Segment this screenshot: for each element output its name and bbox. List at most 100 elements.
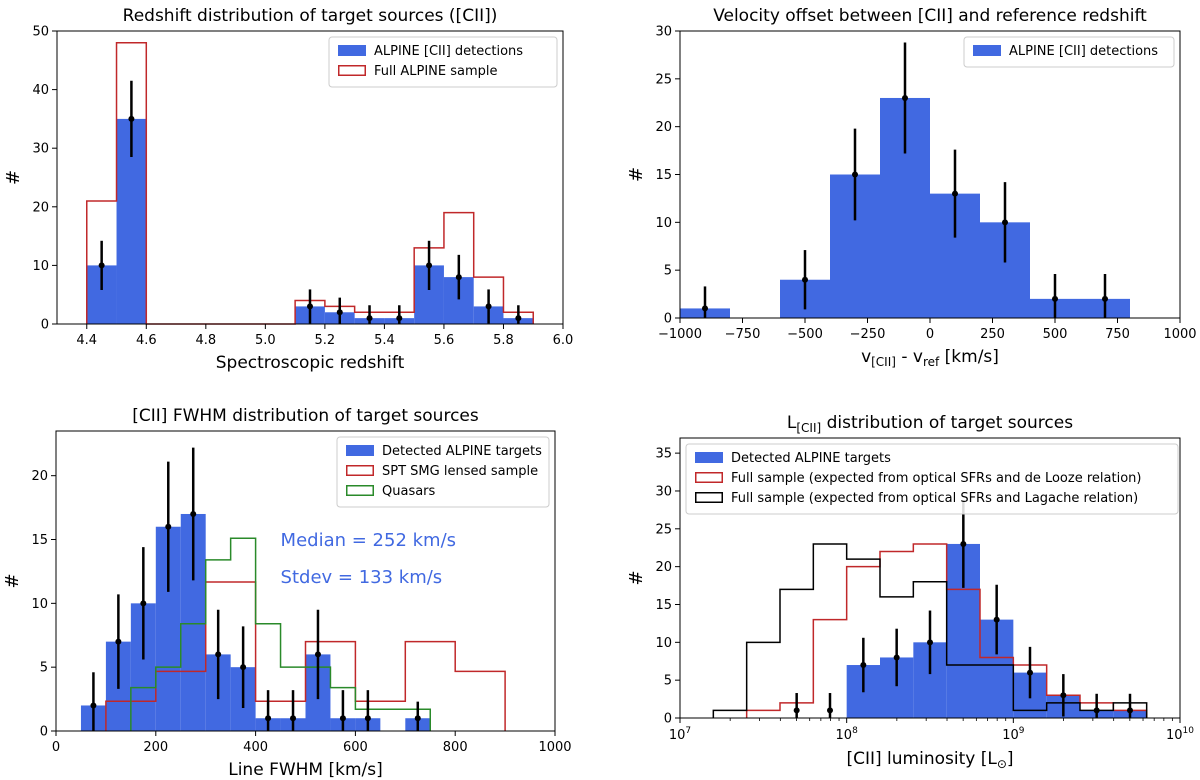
- y-tick-label: 30: [32, 142, 49, 157]
- legend-swatch: [338, 65, 366, 76]
- x-tick-label: 800: [443, 740, 468, 755]
- x-tick-label: 600: [343, 740, 368, 755]
- chart-title: Velocity offset between [CII] and refere…: [713, 6, 1147, 26]
- data-point: [336, 309, 343, 316]
- x-tick-label: 4.4: [76, 333, 97, 348]
- y-tick-label: 15: [655, 598, 672, 613]
- panel-luminosity: 107 108 109 1010 0 5 10 15 20 25 30 35 L[CII] distri…: [626, 413, 1194, 771]
- data-point: [190, 510, 197, 517]
- x-tick-label: 1010: [1166, 726, 1194, 743]
- data-point: [128, 115, 135, 122]
- data-point: [952, 190, 958, 197]
- data-point: [307, 303, 313, 310]
- legend: Detected ALPINE targets SPT SMG lensed sa…: [336, 436, 550, 508]
- y-tick-label: 0: [40, 725, 48, 740]
- legend-label: SPT SMG lensed sample: [382, 464, 538, 479]
- data-point: [1093, 707, 1100, 714]
- axes-frame: [55, 430, 556, 732]
- data-point: [960, 540, 967, 547]
- y-tick-label: 20: [655, 560, 672, 575]
- y-tick-label: 5: [664, 264, 672, 279]
- legend-frame: [963, 36, 1175, 68]
- y-tick-label: 15: [31, 533, 48, 548]
- annotation-median: Median = 252 km/s: [281, 530, 456, 551]
- x-tick-label: 4.6: [136, 333, 157, 348]
- legend-swatch: [695, 492, 723, 503]
- legend-label: Full ALPINE sample: [374, 64, 498, 79]
- legend-swatch: [695, 452, 723, 463]
- legend: Detected ALPINE targets Full sample (expe…: [685, 443, 1179, 515]
- x-tick-label: 5.0: [255, 333, 276, 348]
- x-tick-label: 0: [926, 327, 934, 342]
- y-tick-label: 20: [31, 469, 48, 484]
- step-outline: [712, 543, 1148, 718]
- y-axis-label: #: [626, 167, 647, 182]
- legend-swatch: [973, 45, 1001, 56]
- data-point: [827, 707, 833, 714]
- data-point: [902, 94, 908, 101]
- step-outline: [86, 41, 534, 325]
- step-outline: [745, 543, 1148, 718]
- data-point: [702, 305, 708, 312]
- data-point: [1002, 219, 1008, 226]
- legend-label: ALPINE [CII] detections: [1009, 44, 1158, 59]
- x-tick-label: 109: [1002, 726, 1025, 743]
- data-point: [455, 274, 462, 281]
- legend-swatch: [346, 445, 374, 456]
- y-axis-label: #: [626, 570, 647, 585]
- y-tick-label: 10: [655, 216, 672, 231]
- legend-frame: [685, 443, 1179, 515]
- data-point: [364, 715, 371, 722]
- panel-fwhm: 0 200 400 600 800 1000 0 5 10 15 20 [CII] FWHM dist…: [2, 406, 572, 780]
- y-tick-label: 5: [40, 661, 48, 676]
- x-tick-label: 6.0: [553, 333, 574, 348]
- legend: ALPINE [CII] detections Full ALPINE sampl…: [328, 36, 558, 88]
- legend-swatch: [338, 45, 366, 56]
- x-tick-label: −1000: [658, 327, 702, 342]
- x-tick-label: −750: [725, 327, 761, 342]
- legend-frame: [328, 36, 558, 88]
- x-tick-label: 500: [1043, 327, 1068, 342]
- data-point: [802, 276, 808, 283]
- y-tick-label: 20: [655, 120, 672, 135]
- data-point: [115, 638, 122, 645]
- x-axis-label: Line FWHM [km/s]: [228, 760, 383, 780]
- x-tick-label: 107: [669, 726, 691, 743]
- data-point: [240, 664, 247, 671]
- data-point: [515, 315, 522, 322]
- legend-label: Full sample (expected from optical SFRs …: [731, 471, 1141, 486]
- legend-label: ALPINE [CII] detections: [374, 44, 523, 59]
- chart-title: Redshift distribution of target sources …: [123, 6, 498, 26]
- y-tick-label: 25: [655, 72, 672, 87]
- data-point: [860, 662, 867, 669]
- x-tick-label: 1000: [1163, 327, 1196, 342]
- axes-frame: [56, 30, 564, 325]
- data-point: [339, 715, 346, 722]
- data-point: [852, 171, 858, 178]
- data-point: [893, 654, 900, 661]
- x-tick-label: 5.6: [434, 333, 455, 348]
- data-point: [1052, 295, 1058, 302]
- x-tick-label: 5.4: [374, 333, 395, 348]
- y-tick-label: 10: [32, 259, 49, 274]
- panel-velocity: −1000 −750 −500 −250 0 250 500 750 1000 0 5 10 15 20 2…: [626, 6, 1197, 369]
- y-tick-label: 0: [664, 312, 672, 327]
- chart-title: L[CII] distribution of target sources: [787, 413, 1073, 435]
- data-point: [1102, 295, 1108, 302]
- data-point: [215, 651, 222, 658]
- data-point: [485, 303, 492, 310]
- y-tick-label: 35: [655, 447, 672, 462]
- data-point: [165, 523, 172, 530]
- data-point: [1027, 669, 1033, 676]
- data-point: [414, 715, 421, 722]
- y-tick-label: 15: [655, 168, 672, 183]
- legend-label: Detected ALPINE targets: [382, 444, 542, 459]
- x-tick-label: 200: [143, 740, 168, 755]
- x-tick-label: 1000: [538, 740, 571, 755]
- x-axis-label: Spectroscopic redshift: [216, 353, 405, 373]
- x-tick-label: 5.2: [315, 333, 336, 348]
- axes-frame: [679, 437, 1181, 719]
- y-tick-label: 25: [655, 522, 672, 537]
- data-point: [90, 702, 97, 709]
